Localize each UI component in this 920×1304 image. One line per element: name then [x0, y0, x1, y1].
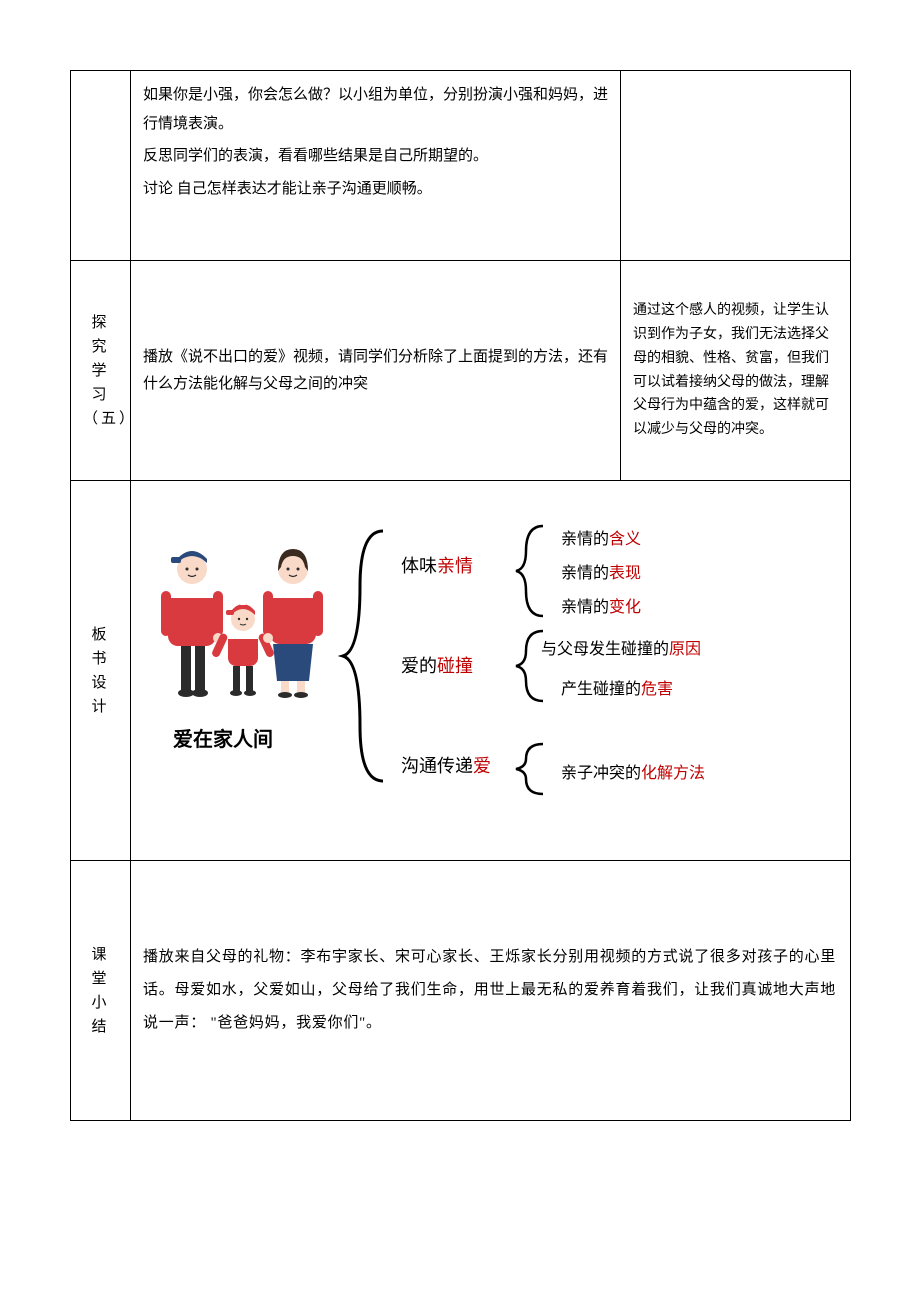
- lvl1-b-pre: 爱的: [401, 656, 437, 676]
- board-design-cell: 爱在家人间 体味亲情 爱的碰撞 沟通传递爱: [131, 481, 851, 861]
- family-illustration: [153, 531, 333, 722]
- r3a-hl: 化解方法: [641, 765, 705, 782]
- lesson-table: 如果你是小强，你会怎么做？以小组为单位，分别扮演小强和妈妈，进行情境表演。 反思…: [70, 70, 851, 1121]
- lvl2-r1a: 亲情的含义: [561, 529, 641, 551]
- board-design: 爱在家人间 体味亲情 爱的碰撞 沟通传递爱: [143, 501, 838, 841]
- row4-label: 课 堂 小 结: [83, 943, 118, 1039]
- r1a-pre: 亲情的: [561, 531, 609, 548]
- r1c-pre: 亲情的: [561, 599, 609, 616]
- lvl1-b-hl: 碰撞: [437, 656, 473, 676]
- row1-p2: 反思同学们的表演，看看哪些结果是自己所期望的。: [143, 142, 608, 171]
- r1a-hl: 含义: [609, 531, 641, 548]
- brace-large: [338, 526, 393, 786]
- brace-small-1: [511, 521, 551, 621]
- row3-label: 板 书 设 计: [83, 623, 118, 719]
- lvl2-r1b: 亲情的表现: [561, 563, 641, 585]
- r2b-pre: 产生碰撞的: [561, 681, 641, 698]
- lvl1-item-a: 体味亲情: [401, 549, 473, 583]
- lvl2-r1c: 亲情的变化: [561, 597, 641, 619]
- lvl2-r2a: 与父母发生碰撞的原因: [541, 639, 701, 661]
- row1-right-cell: [621, 71, 851, 261]
- row2-right-cell: 通过这个感人的视频，让学生认识到作为子女，我们无法选择父母的相貌、性格、贫富，但…: [621, 261, 851, 481]
- row1-label-cell: [71, 71, 131, 261]
- lvl2-r2b: 产生碰撞的危害: [561, 679, 673, 701]
- lvl1-c-pre: 沟通传递: [401, 756, 473, 776]
- row3-label-cell: 板 书 设 计: [71, 481, 131, 861]
- board-main-title: 爱在家人间: [173, 721, 273, 759]
- row2-label-cell: 探 究 学 习 （五）: [71, 261, 131, 481]
- brace-small-3: [511, 739, 551, 799]
- table-row: 板 书 设 计: [71, 481, 851, 861]
- father-figure: [161, 551, 223, 697]
- row1-content: 如果你是小强，你会怎么做？以小组为单位，分别扮演小强和妈妈，进行情境表演。 反思…: [143, 81, 608, 203]
- row2-right-content: 通过这个感人的视频，让学生认识到作为子女，我们无法选择父母的相貌、性格、贫富，但…: [633, 299, 838, 442]
- r1b-pre: 亲情的: [561, 565, 609, 582]
- r2b-hl: 危害: [641, 681, 673, 698]
- lvl1-a-hl: 亲情: [437, 556, 473, 576]
- table-row: 如果你是小强，你会怎么做？以小组为单位，分别扮演小强和妈妈，进行情境表演。 反思…: [71, 71, 851, 261]
- family-icon: [153, 531, 333, 711]
- lvl2-r3a: 亲子冲突的化解方法: [561, 763, 705, 785]
- row1-p3: 讨论 自己怎样表达才能让亲子沟通更顺畅。: [143, 175, 608, 204]
- table-row: 课 堂 小 结 播放来自父母的礼物：李布宇家长、宋可心家长、王烁家长分别用视频的…: [71, 861, 851, 1121]
- r3a-pre: 亲子冲突的: [561, 765, 641, 782]
- lvl1-a-pre: 体味: [401, 556, 437, 576]
- document-page: 如果你是小强，你会怎么做？以小组为单位，分别扮演小强和妈妈，进行情境表演。 反思…: [0, 0, 920, 1304]
- row4-content-cell: 播放来自父母的礼物：李布宇家长、宋可心家长、王烁家长分别用视频的方式说了很多对孩…: [131, 861, 851, 1121]
- table-row: 探 究 学 习 （五） 播放《说不出口的爱》视频，请同学们分析除了上面提到的方法…: [71, 261, 851, 481]
- row4-label-cell: 课 堂 小 结: [71, 861, 131, 1121]
- r1c-hl: 变化: [609, 599, 641, 616]
- lvl1-c-hl: 爱: [473, 756, 491, 776]
- r2a-hl: 原因: [669, 641, 701, 658]
- row1-mid-cell: 如果你是小强，你会怎么做？以小组为单位，分别扮演小强和妈妈，进行情境表演。 反思…: [131, 71, 621, 261]
- lvl1-item-c: 沟通传递爱: [401, 749, 491, 783]
- brace-small-2: [511, 626, 551, 706]
- row4-content: 播放来自父母的礼物：李布宇家长、宋可心家长、王烁家长分别用视频的方式说了很多对孩…: [143, 941, 838, 1040]
- row2-mid-cell: 播放《说不出口的爱》视频，请同学们分析除了上面提到的方法，还有什么方法能化解与父…: [131, 261, 621, 481]
- row2-content: 播放《说不出口的爱》视频，请同学们分析除了上面提到的方法，还有什么方法能化解与父…: [143, 344, 608, 398]
- row1-p1: 如果你是小强，你会怎么做？以小组为单位，分别扮演小强和妈妈，进行情境表演。: [143, 81, 608, 138]
- lvl1-item-b: 爱的碰撞: [401, 649, 473, 683]
- mother-figure: [263, 549, 323, 698]
- row2-label: 探 究 学 习 （五）: [83, 311, 118, 431]
- r1b-hl: 表现: [609, 565, 641, 582]
- r2a-pre: 与父母发生碰撞的: [541, 641, 669, 658]
